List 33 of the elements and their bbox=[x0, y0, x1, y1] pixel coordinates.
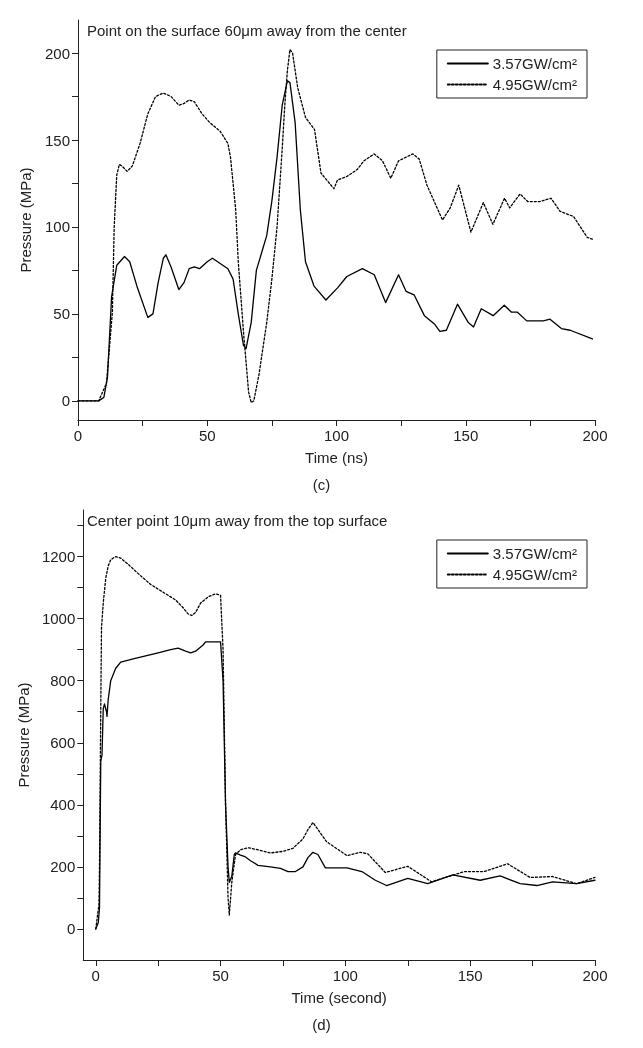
y-axis-title: Pressure (MPa) bbox=[17, 167, 34, 273]
y-tick-label: 150 bbox=[44, 131, 70, 149]
y-tick-label: 0 bbox=[61, 392, 70, 410]
x-tick-label: 150 bbox=[457, 967, 483, 984]
x-tick-label: 200 bbox=[582, 967, 608, 984]
x-tick-label: 50 bbox=[212, 967, 229, 984]
x-tick-label: 200 bbox=[582, 427, 608, 444]
y-tick-label: 200 bbox=[50, 858, 76, 876]
x-tick-label: 100 bbox=[323, 427, 350, 444]
y-tick-label: 600 bbox=[50, 734, 76, 752]
x-tick-label: 100 bbox=[332, 967, 358, 984]
chart-title: Point on the surface 60μm away from the center bbox=[87, 22, 407, 39]
x-tick-label: 0 bbox=[91, 967, 100, 984]
y-tick-label: 100 bbox=[44, 218, 70, 236]
legend-label: 3.57GW/cm² bbox=[492, 55, 578, 72]
x-axis-title: Time (ns) bbox=[305, 449, 368, 466]
y-tick-label: 800 bbox=[50, 672, 76, 690]
chart-title: Center point 10μm away from the top surface bbox=[87, 512, 388, 529]
y-tick-label: 0 bbox=[66, 920, 76, 938]
y-tick-label: 1000 bbox=[41, 610, 76, 628]
text: (d) bbox=[312, 1016, 331, 1033]
y-axis-title: Pressure (MPa) bbox=[15, 682, 32, 788]
legend-label: 4.95GW/cm² bbox=[492, 566, 578, 583]
legend-label: 3.57GW/cm² bbox=[492, 545, 578, 562]
x-axis-title: Time (second) bbox=[291, 989, 387, 1006]
y-tick-label: 50 bbox=[53, 305, 70, 323]
x-tick-label: 50 bbox=[198, 427, 216, 444]
y-tick-label: 200 bbox=[44, 44, 70, 62]
legend-label: 4.95GW/cm² bbox=[492, 76, 578, 93]
y-tick-label: 1200 bbox=[41, 548, 76, 566]
text: (c) bbox=[312, 476, 331, 493]
y-tick-label: 400 bbox=[50, 796, 76, 814]
x-tick-label: 150 bbox=[453, 427, 479, 444]
